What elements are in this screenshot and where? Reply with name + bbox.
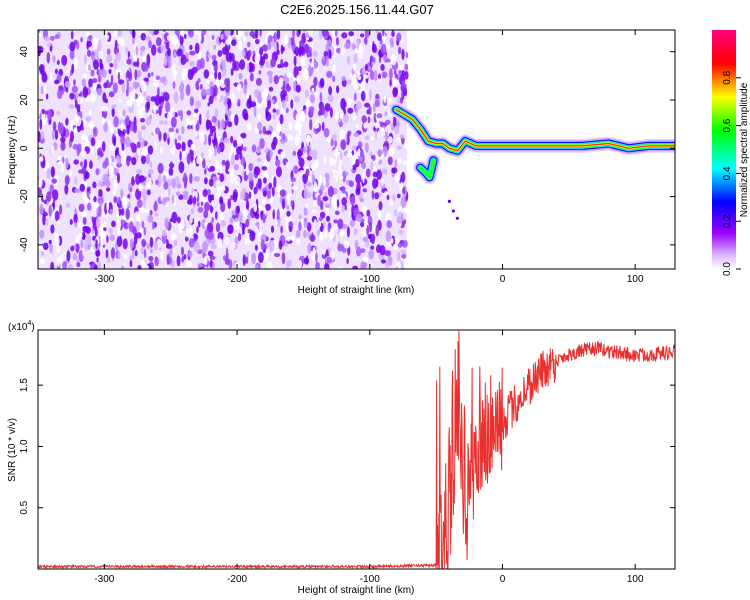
x-tick-label: -200 xyxy=(227,274,247,285)
x-tick-label: -100 xyxy=(360,274,380,285)
colorbar-tick-label: 0.2 xyxy=(722,214,733,228)
colorbar-tick-label: 0.0 xyxy=(722,262,733,276)
spectrogram-lower-branch xyxy=(418,158,436,180)
colorbar-tick-label: 0.8 xyxy=(722,70,733,84)
snr-frame xyxy=(37,329,676,570)
colorbar-ticks: 0.0 0.2 0.4 0.6 0.8 xyxy=(722,70,741,276)
colorbar-tick-label: 0.4 xyxy=(722,166,733,180)
y-tick-label: 1.0 xyxy=(19,439,30,453)
y-tick-label: -20 xyxy=(19,189,30,204)
chart-title: C2E6.2025.156.11.44.G07 xyxy=(280,2,434,17)
spectrogram-point xyxy=(451,209,455,213)
spectrogram-ridge xyxy=(395,109,675,152)
colorbar-tick-label: 0.6 xyxy=(722,118,733,132)
y-tick-label: -40 xyxy=(19,237,30,252)
snr-x-label: Height of straight line (km) xyxy=(298,585,415,596)
colorbar: 0.0 0.2 0.4 0.6 0.8 Normalized spectral ampl… xyxy=(712,30,750,276)
y-tick-label: 0 xyxy=(19,145,30,151)
x-tick-label: -300 xyxy=(94,574,114,585)
snr-multiplier: (x104) xyxy=(8,320,35,333)
snr-y-ticks: 0.5 1.0 1.5 xyxy=(19,378,675,515)
snr-x-ticks: -300 -200 -100 0 100 xyxy=(94,330,644,585)
snr-panel: -300 -200 -100 0 100 0.5 1.0 1.5 Height of str… xyxy=(7,320,676,596)
y-tick-label: 20 xyxy=(19,94,30,106)
y-tick-label: 0.5 xyxy=(19,500,30,514)
spectrogram-frame xyxy=(37,29,676,270)
spectrogram-x-label: Height of straight line (km) xyxy=(298,285,415,296)
spectrogram-x-ticks: -300 -200 -100 0 100 xyxy=(94,30,644,285)
spectrogram-point xyxy=(455,216,459,220)
spectrogram-y-ticks: -40 -20 0 20 40 xyxy=(19,46,675,252)
snr-y-label: SNR (10 * v/v) xyxy=(7,418,18,482)
snr-series-line xyxy=(37,331,676,570)
x-tick-label: 0 xyxy=(500,574,506,585)
x-tick-label: 100 xyxy=(627,274,644,285)
colorbar-label: Normalized spectral amplitude xyxy=(739,82,750,217)
x-tick-label: -200 xyxy=(227,574,247,585)
y-tick-label: 1.5 xyxy=(19,378,30,392)
x-tick-label: 0 xyxy=(500,274,506,285)
x-tick-label: -300 xyxy=(94,274,114,285)
spectrogram-heatmap xyxy=(38,30,675,269)
spectrogram-y-label: Frequency (Hz) xyxy=(7,116,18,185)
colorbar-gradient xyxy=(712,30,736,269)
x-tick-label: 100 xyxy=(627,574,644,585)
x-tick-label: -100 xyxy=(360,574,380,585)
spectrogram-point xyxy=(447,199,451,204)
y-tick-label: 40 xyxy=(19,46,30,58)
